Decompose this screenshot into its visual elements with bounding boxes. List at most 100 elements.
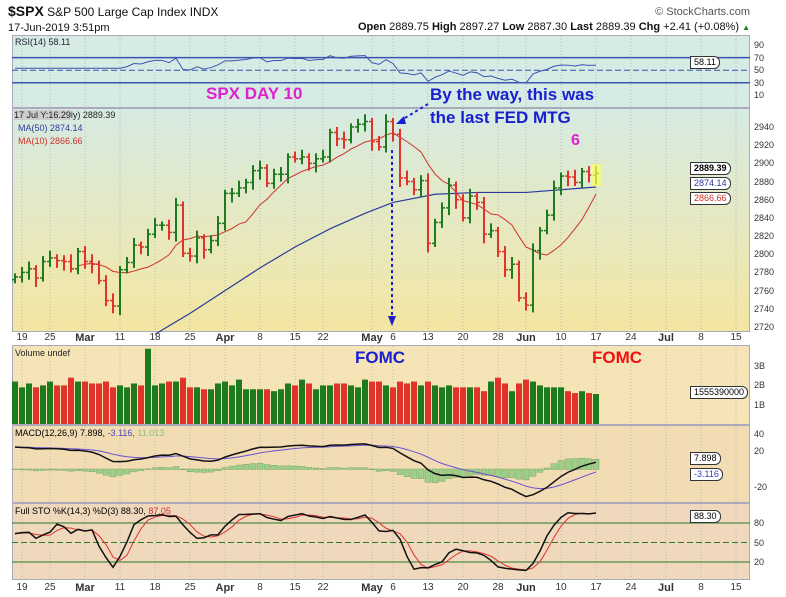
x-axis-label: 25 xyxy=(184,332,196,343)
rsi-axis-label: 50 xyxy=(754,65,765,76)
volume-bar xyxy=(201,389,207,424)
x-axis-label: 17 xyxy=(590,332,602,343)
macd-axis-label: -20 xyxy=(754,481,768,492)
brand-logo[interactable]: © StockCharts.com xyxy=(655,6,750,18)
macd-histogram-bar xyxy=(515,468,523,480)
macd-histogram-bar xyxy=(81,468,89,472)
macd-histogram-bar xyxy=(466,468,474,476)
x-axis-label: 22 xyxy=(317,332,329,343)
fed-annotation-line1: By the way, this was xyxy=(430,85,595,104)
x-axis-label: 24 xyxy=(625,582,637,593)
volume-bar xyxy=(187,387,193,424)
volume-bar xyxy=(110,387,116,424)
x-axis-label: 13 xyxy=(422,332,434,343)
macd-histogram-bar xyxy=(130,468,138,473)
macd-histogram-bar xyxy=(361,467,369,470)
x-axis-label: 19 xyxy=(16,332,28,343)
x-axis-label: 11 xyxy=(114,332,126,343)
macd-histogram-bar xyxy=(39,468,47,471)
volume-bar xyxy=(341,383,347,424)
volume-bar xyxy=(208,389,214,424)
volume-bar xyxy=(313,389,319,424)
macd-histogram-bar xyxy=(277,465,285,470)
volume-tag: 1555390000 xyxy=(690,386,749,399)
macd-histogram-bar xyxy=(564,458,572,470)
volume-bar xyxy=(215,383,221,424)
macd-histogram-bar xyxy=(46,468,54,471)
macd-histogram-bar xyxy=(32,468,40,472)
x-axis-label: Apr xyxy=(215,332,235,344)
macd-histogram-bar xyxy=(249,463,257,470)
sto-axis-label: 20 xyxy=(754,557,765,567)
volume-bar xyxy=(404,383,410,424)
volume-bar xyxy=(299,379,305,424)
volume-bar xyxy=(124,387,130,424)
macd-panel xyxy=(12,425,750,503)
x-axis-label: 13 xyxy=(422,582,434,593)
macd-histogram-bar xyxy=(74,468,82,471)
volume-bar xyxy=(418,385,424,424)
sto-legend: Full STO %K(14,3) %D(3) 88.30, 87.05 xyxy=(15,506,171,516)
volume-bar xyxy=(222,381,228,424)
x-axis-label: 19 xyxy=(16,582,28,593)
price-axis-label: 2840 xyxy=(754,212,775,223)
volume-bar xyxy=(271,391,277,424)
volume-bar xyxy=(194,387,200,424)
volume-bar xyxy=(558,387,564,424)
rsi-axis-label: 10 xyxy=(754,90,765,101)
x-axis-label: 18 xyxy=(149,582,161,593)
price-axis-label: 2820 xyxy=(754,231,775,242)
rsi-legend: RSI(14) 58.11 xyxy=(15,37,71,47)
price-axis-label: 2880 xyxy=(754,176,775,187)
x-axis-label: 8 xyxy=(257,582,263,593)
macd-histogram-bar xyxy=(382,468,390,472)
x-axis-label: 8 xyxy=(257,332,263,343)
macd-histogram-bar xyxy=(137,468,145,471)
macd-histogram-bar xyxy=(256,463,264,470)
x-axis-label: 18 xyxy=(149,332,161,343)
x-axis-label: 25 xyxy=(44,332,56,343)
x-axis-label: 15 xyxy=(289,332,301,343)
volume-bar xyxy=(467,387,473,424)
macd-histogram-bar xyxy=(431,468,439,483)
volume-bar xyxy=(243,389,249,424)
macd-histogram-bar xyxy=(67,468,75,472)
x-axis-label: Mar xyxy=(75,582,95,594)
chart-title: $SPX S&P 500 Large Cap Index INDX xyxy=(8,3,219,19)
x-axis-label: 17 xyxy=(590,582,602,593)
volume-bar xyxy=(572,393,578,424)
macd-histogram-bar xyxy=(396,468,404,475)
x-axis-label: 25 xyxy=(44,582,56,593)
macd-histogram-bar xyxy=(221,467,229,470)
macd-histogram-bar xyxy=(151,467,159,470)
price-axis-label: 2900 xyxy=(754,158,775,169)
x-axis-label: Jun xyxy=(516,582,536,594)
volume-bar xyxy=(362,379,368,424)
macd-histogram-bar xyxy=(25,468,33,471)
volume-bar xyxy=(54,385,60,424)
volume-bar xyxy=(586,393,592,424)
macd-histogram-bar xyxy=(298,466,306,470)
macd-histogram-bar xyxy=(522,468,530,481)
price-axis-label: 2780 xyxy=(754,267,775,278)
quote-summary: Open 2889.75 High 2897.27 Low 2887.30 La… xyxy=(357,21,750,33)
fomc-annotation-jun: FOMC xyxy=(592,348,643,367)
volume-bar xyxy=(453,387,459,424)
sto-axis-label: 80 xyxy=(754,518,765,528)
volume-bar xyxy=(439,387,445,424)
x-axis-label: 15 xyxy=(289,582,301,593)
volume-bar xyxy=(334,383,340,424)
volume-bar xyxy=(26,383,32,424)
volume-bar xyxy=(152,385,158,424)
macd-histogram-bar xyxy=(235,464,243,470)
volume-bar xyxy=(390,387,396,424)
volume-bar xyxy=(229,385,235,424)
ma10-line xyxy=(77,132,597,274)
rsi-line xyxy=(15,54,597,84)
volume-axis-label: 1B xyxy=(754,399,766,410)
volume-bar xyxy=(432,385,438,424)
last-price-tag: 2889.39 xyxy=(690,162,731,175)
ma10-tag: 2866.66 xyxy=(690,192,731,205)
volume-bar xyxy=(544,387,550,424)
x-axis-label: 24 xyxy=(625,332,637,343)
